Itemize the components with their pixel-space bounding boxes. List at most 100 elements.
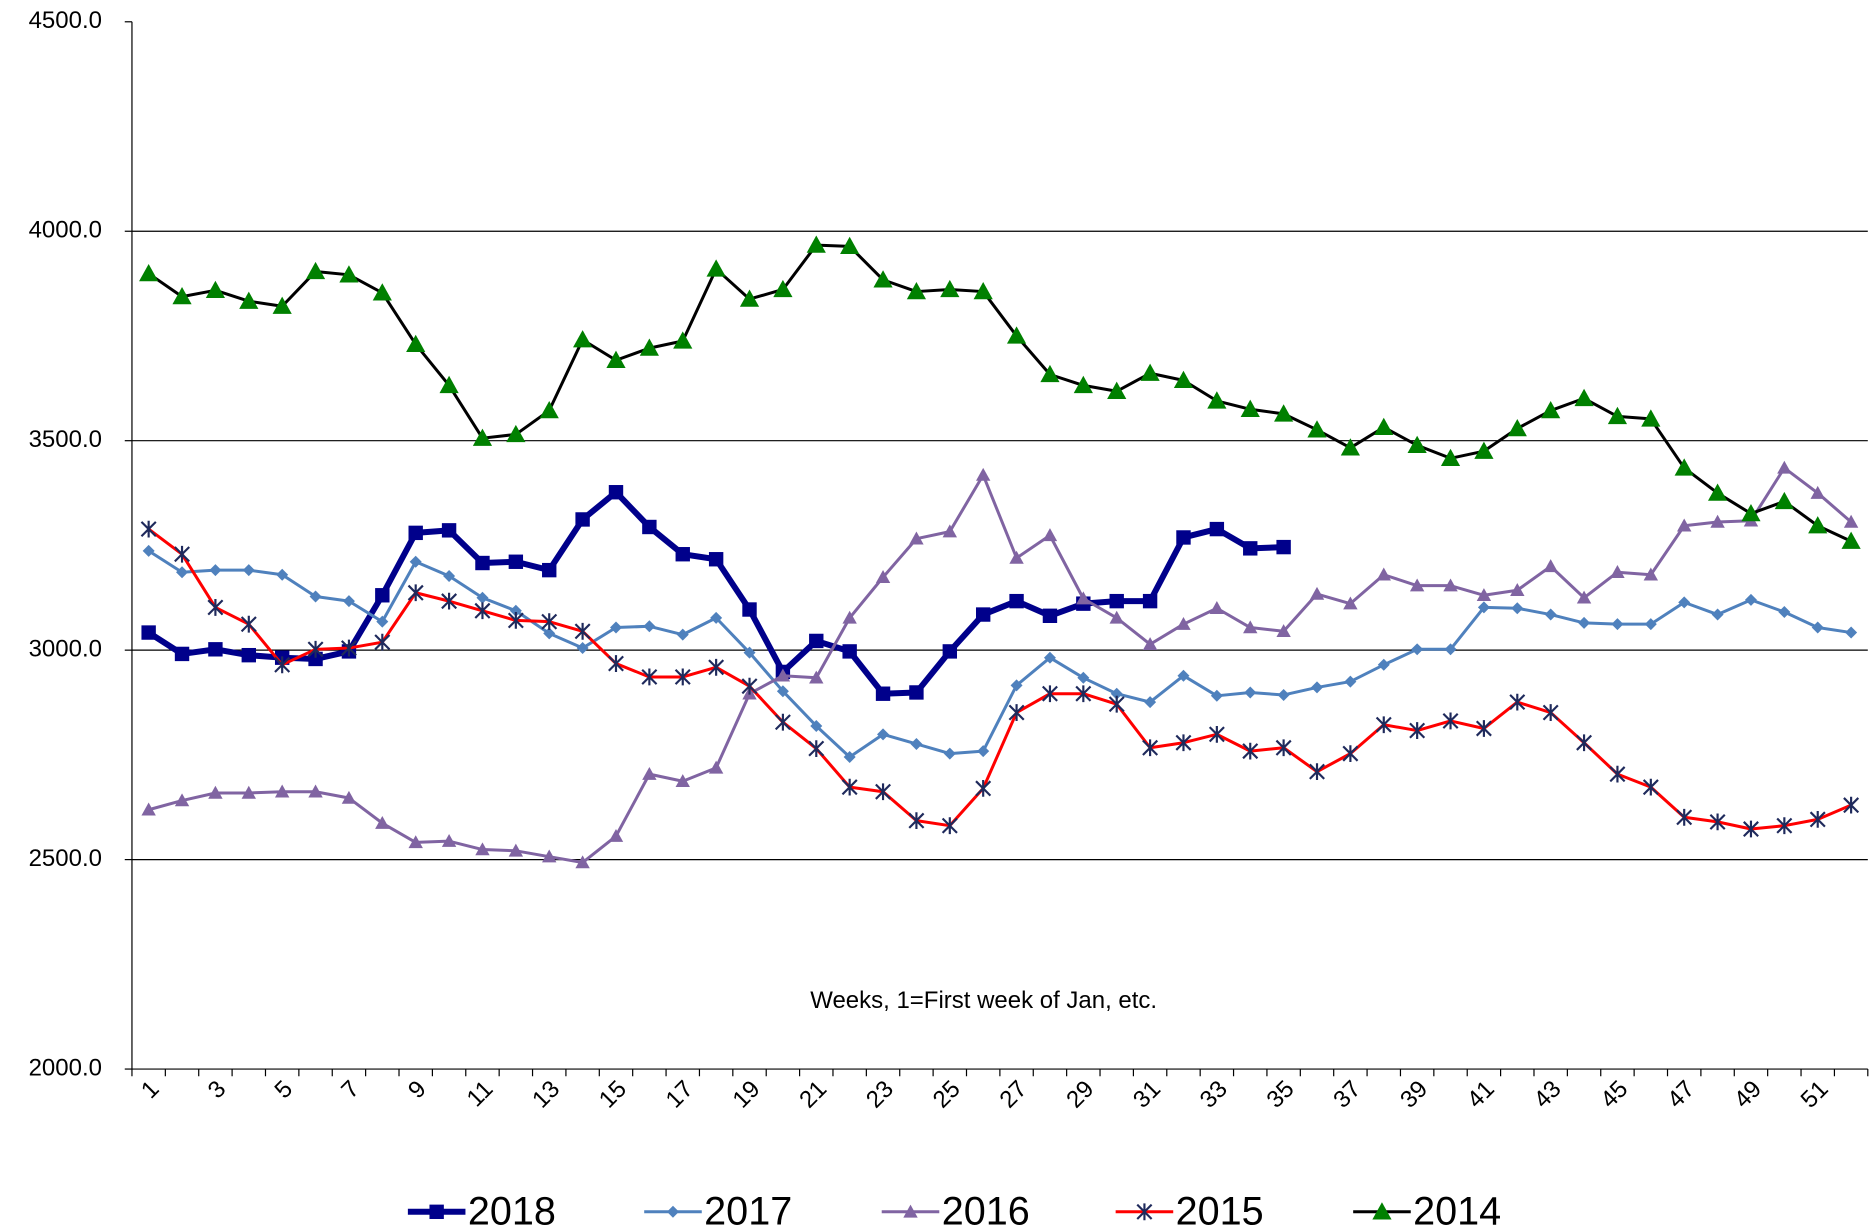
legend-label: 2018	[468, 1190, 556, 1230]
marker	[975, 607, 991, 622]
marker	[1142, 739, 1159, 757]
marker	[1741, 503, 1761, 522]
series-line	[147, 243, 1852, 543]
marker	[741, 677, 758, 695]
marker	[506, 424, 526, 443]
marker	[1476, 588, 1492, 602]
marker	[1242, 742, 1259, 760]
marker	[174, 545, 190, 563]
marker	[673, 331, 693, 349]
series	[139, 235, 1861, 549]
marker	[1108, 695, 1125, 713]
x-tick-label: 3	[203, 1075, 232, 1104]
marker	[507, 612, 524, 629]
marker	[906, 281, 927, 300]
marker	[1743, 820, 1759, 838]
x-tick-label: 25	[928, 1075, 966, 1113]
marker	[1243, 620, 1258, 634]
marker	[808, 740, 825, 757]
marker	[1409, 578, 1425, 592]
marker	[877, 728, 890, 741]
x-tick-label: 21	[794, 1075, 832, 1113]
marker	[1377, 658, 1390, 671]
marker	[541, 613, 558, 631]
marker	[773, 279, 793, 298]
marker	[240, 615, 257, 633]
marker	[942, 524, 958, 538]
legend-item: 2017	[644, 1190, 792, 1230]
marker	[176, 566, 189, 579]
x-tick-label: 29	[1061, 1075, 1099, 1113]
marker	[1042, 528, 1058, 542]
marker	[441, 833, 457, 847]
marker	[708, 552, 724, 567]
marker	[1676, 808, 1693, 826]
x-tick-label: 45	[1595, 1075, 1633, 1113]
marker	[810, 719, 823, 732]
marker	[274, 656, 291, 674]
y-tick-label: 2500.0	[29, 845, 102, 872]
marker	[1611, 618, 1624, 631]
marker	[1176, 616, 1191, 630]
marker	[809, 633, 824, 649]
marker	[575, 855, 590, 869]
marker	[272, 296, 292, 314]
marker	[1109, 593, 1124, 609]
marker	[174, 793, 190, 807]
marker	[875, 686, 891, 701]
marker	[376, 615, 389, 628]
marker	[675, 547, 690, 562]
marker	[1407, 435, 1427, 453]
marker	[843, 750, 856, 763]
marker	[208, 785, 223, 799]
x-tick-label: 27	[995, 1075, 1033, 1113]
marker	[1275, 739, 1292, 757]
x-tick-label: 5	[270, 1075, 299, 1104]
marker	[1209, 521, 1225, 537]
marker	[1077, 671, 1090, 684]
x-tick-label: 19	[727, 1075, 765, 1113]
marker	[1276, 624, 1291, 638]
marker	[406, 334, 426, 353]
marker	[1643, 567, 1659, 581]
y-tick-label: 3000.0	[29, 635, 102, 662]
marker	[1711, 608, 1724, 621]
marker	[708, 658, 725, 676]
marker	[1777, 460, 1792, 474]
x-tick-label: 9	[403, 1075, 432, 1104]
marker	[608, 485, 624, 500]
marker	[1411, 643, 1424, 656]
marker	[841, 778, 858, 796]
marker	[1344, 675, 1357, 688]
marker	[676, 628, 689, 641]
marker	[842, 644, 857, 659]
series	[142, 544, 1858, 763]
marker	[409, 555, 422, 568]
marker	[239, 291, 259, 309]
marker	[1810, 485, 1825, 499]
marker	[973, 281, 993, 300]
marker	[1210, 689, 1223, 702]
legend-label: 2016	[942, 1190, 1030, 1230]
marker	[975, 779, 992, 797]
marker	[472, 428, 493, 446]
marker	[1808, 516, 1828, 534]
marker	[910, 737, 923, 750]
marker	[606, 350, 626, 368]
marker	[1774, 491, 1794, 510]
marker	[241, 647, 256, 663]
marker	[809, 670, 824, 684]
x-tick-label: 13	[527, 1075, 565, 1113]
x-tick-label: 11	[462, 1075, 499, 1112]
legend-label: 2017	[704, 1190, 792, 1230]
marker	[1610, 565, 1625, 578]
marker	[241, 785, 256, 799]
marker	[573, 330, 593, 348]
marker	[1177, 669, 1190, 682]
marker	[943, 747, 956, 760]
marker	[1475, 720, 1492, 737]
marker	[242, 564, 255, 577]
marker	[1240, 399, 1260, 417]
marker	[141, 625, 156, 640]
